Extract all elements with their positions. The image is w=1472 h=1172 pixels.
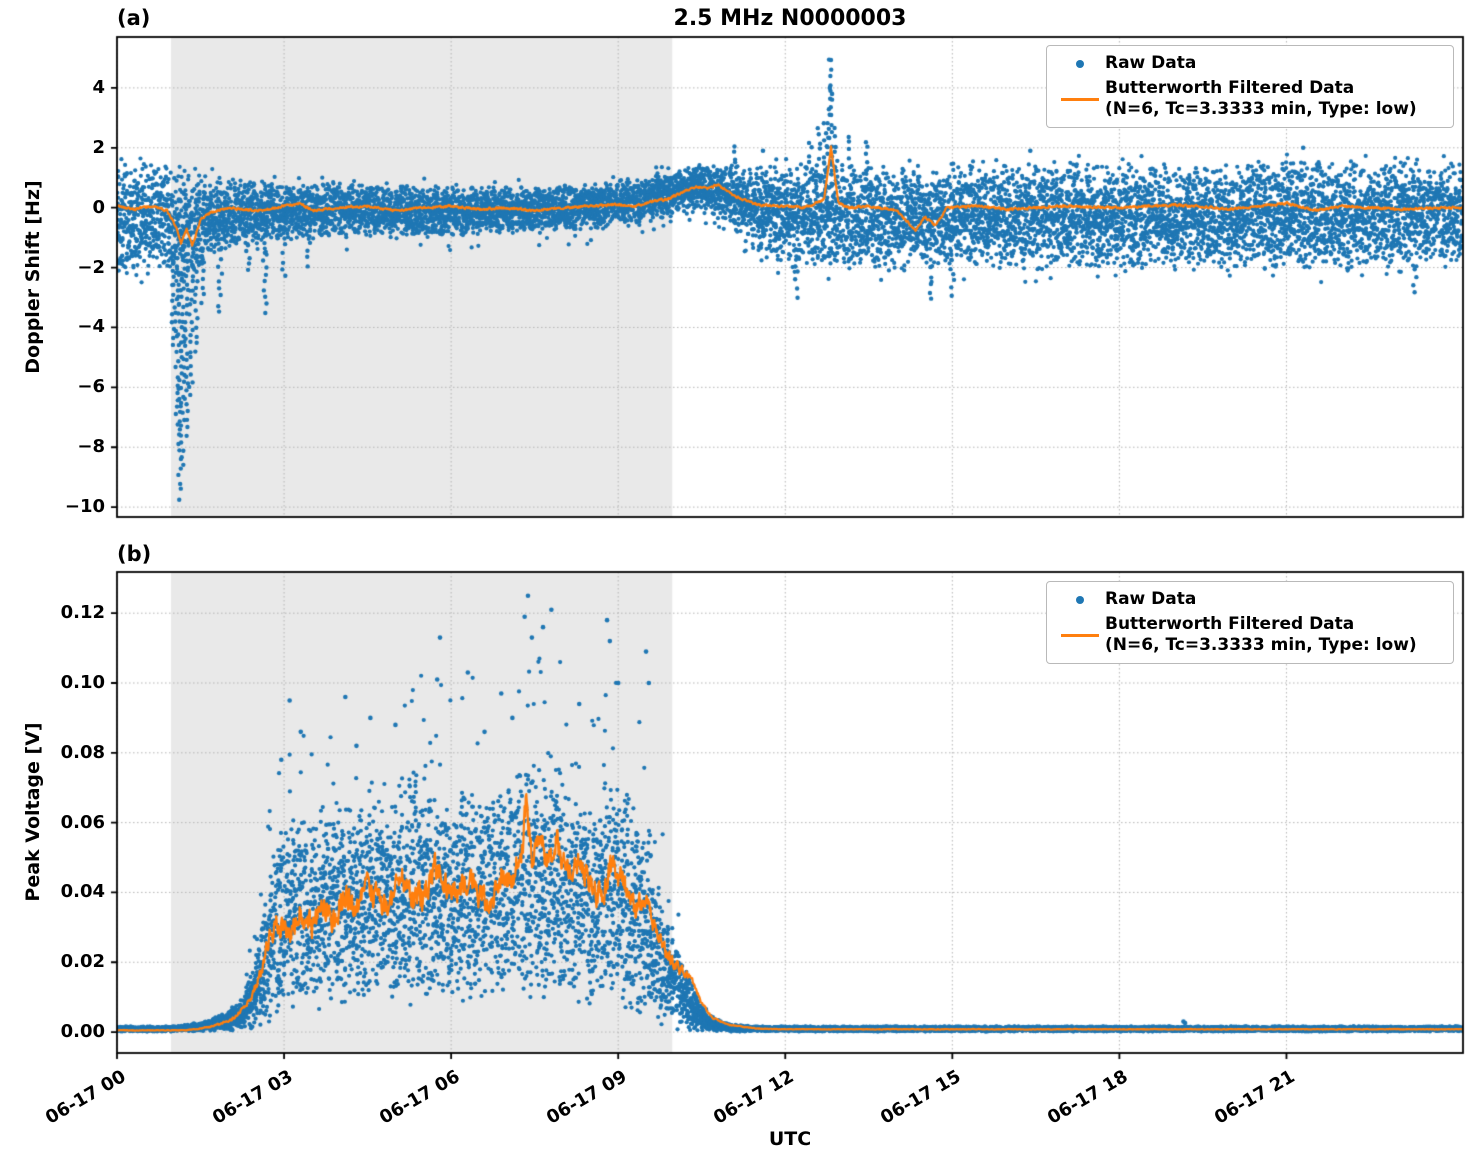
y-tick-label: −8 [77, 436, 105, 458]
legend-entry-raw: Raw Data [1055, 589, 1443, 611]
raw-data-dot-icon [1076, 60, 1084, 68]
legend-filtered-line1: Butterworth Filtered Data [1105, 78, 1355, 98]
y-tick-label: 0.08 [60, 741, 105, 763]
legend-panel-a: Raw Data Butterworth Filtered Data (N=6,… [1046, 45, 1454, 128]
y-tick-label: 0.10 [60, 672, 105, 693]
y-tick-label: 0.04 [60, 881, 105, 903]
legend-raw-label: Raw Data [1105, 589, 1197, 609]
legend-raw-label: Raw Data [1105, 53, 1197, 73]
legend-filtered-label: Butterworth Filtered Data (N=6, Tc=3.333… [1105, 614, 1417, 656]
legend-filtered-label: Butterworth Filtered Data (N=6, Tc=3.333… [1105, 78, 1417, 120]
legend-filtered-line2: (N=6, Tc=3.3333 min, Type: low) [1105, 99, 1417, 119]
legend-entry-raw: Raw Data [1055, 53, 1443, 75]
figure-title: 2.5 MHz N0000003 [673, 6, 907, 31]
y-tick-label: 0.02 [60, 951, 105, 973]
y-tick-label: −6 [77, 376, 105, 398]
filtered-line-icon [1061, 97, 1099, 101]
legend-entry-filtered: Butterworth Filtered Data (N=6, Tc=3.333… [1055, 614, 1443, 656]
y-tick-label: 0.06 [60, 811, 105, 833]
legend-filtered-line2: (N=6, Tc=3.3333 min, Type: low) [1105, 635, 1417, 655]
y-tick-label: 2 [92, 136, 105, 158]
x-axis-label: UTC [768, 1128, 812, 1150]
y-tick-label: 0.00 [60, 1021, 105, 1043]
panel-a-label: (a) [117, 6, 151, 30]
legend-panel-b: Raw Data Butterworth Filtered Data (N=6,… [1046, 581, 1454, 664]
y-tick-label: 0.12 [60, 602, 105, 624]
y-tick-label: −4 [77, 316, 105, 338]
y-tick-label: 0 [92, 196, 105, 218]
y-tick-label: −2 [77, 256, 105, 278]
legend-entry-filtered: Butterworth Filtered Data (N=6, Tc=3.333… [1055, 78, 1443, 120]
legend-filtered-line1: Butterworth Filtered Data [1105, 614, 1355, 634]
y-tick-label: 4 [92, 76, 105, 98]
filtered-line-icon [1061, 633, 1099, 637]
raw-data-dot-icon [1076, 596, 1084, 604]
panel-b-label: (b) [117, 542, 152, 566]
y-tick-label: −10 [64, 496, 105, 518]
